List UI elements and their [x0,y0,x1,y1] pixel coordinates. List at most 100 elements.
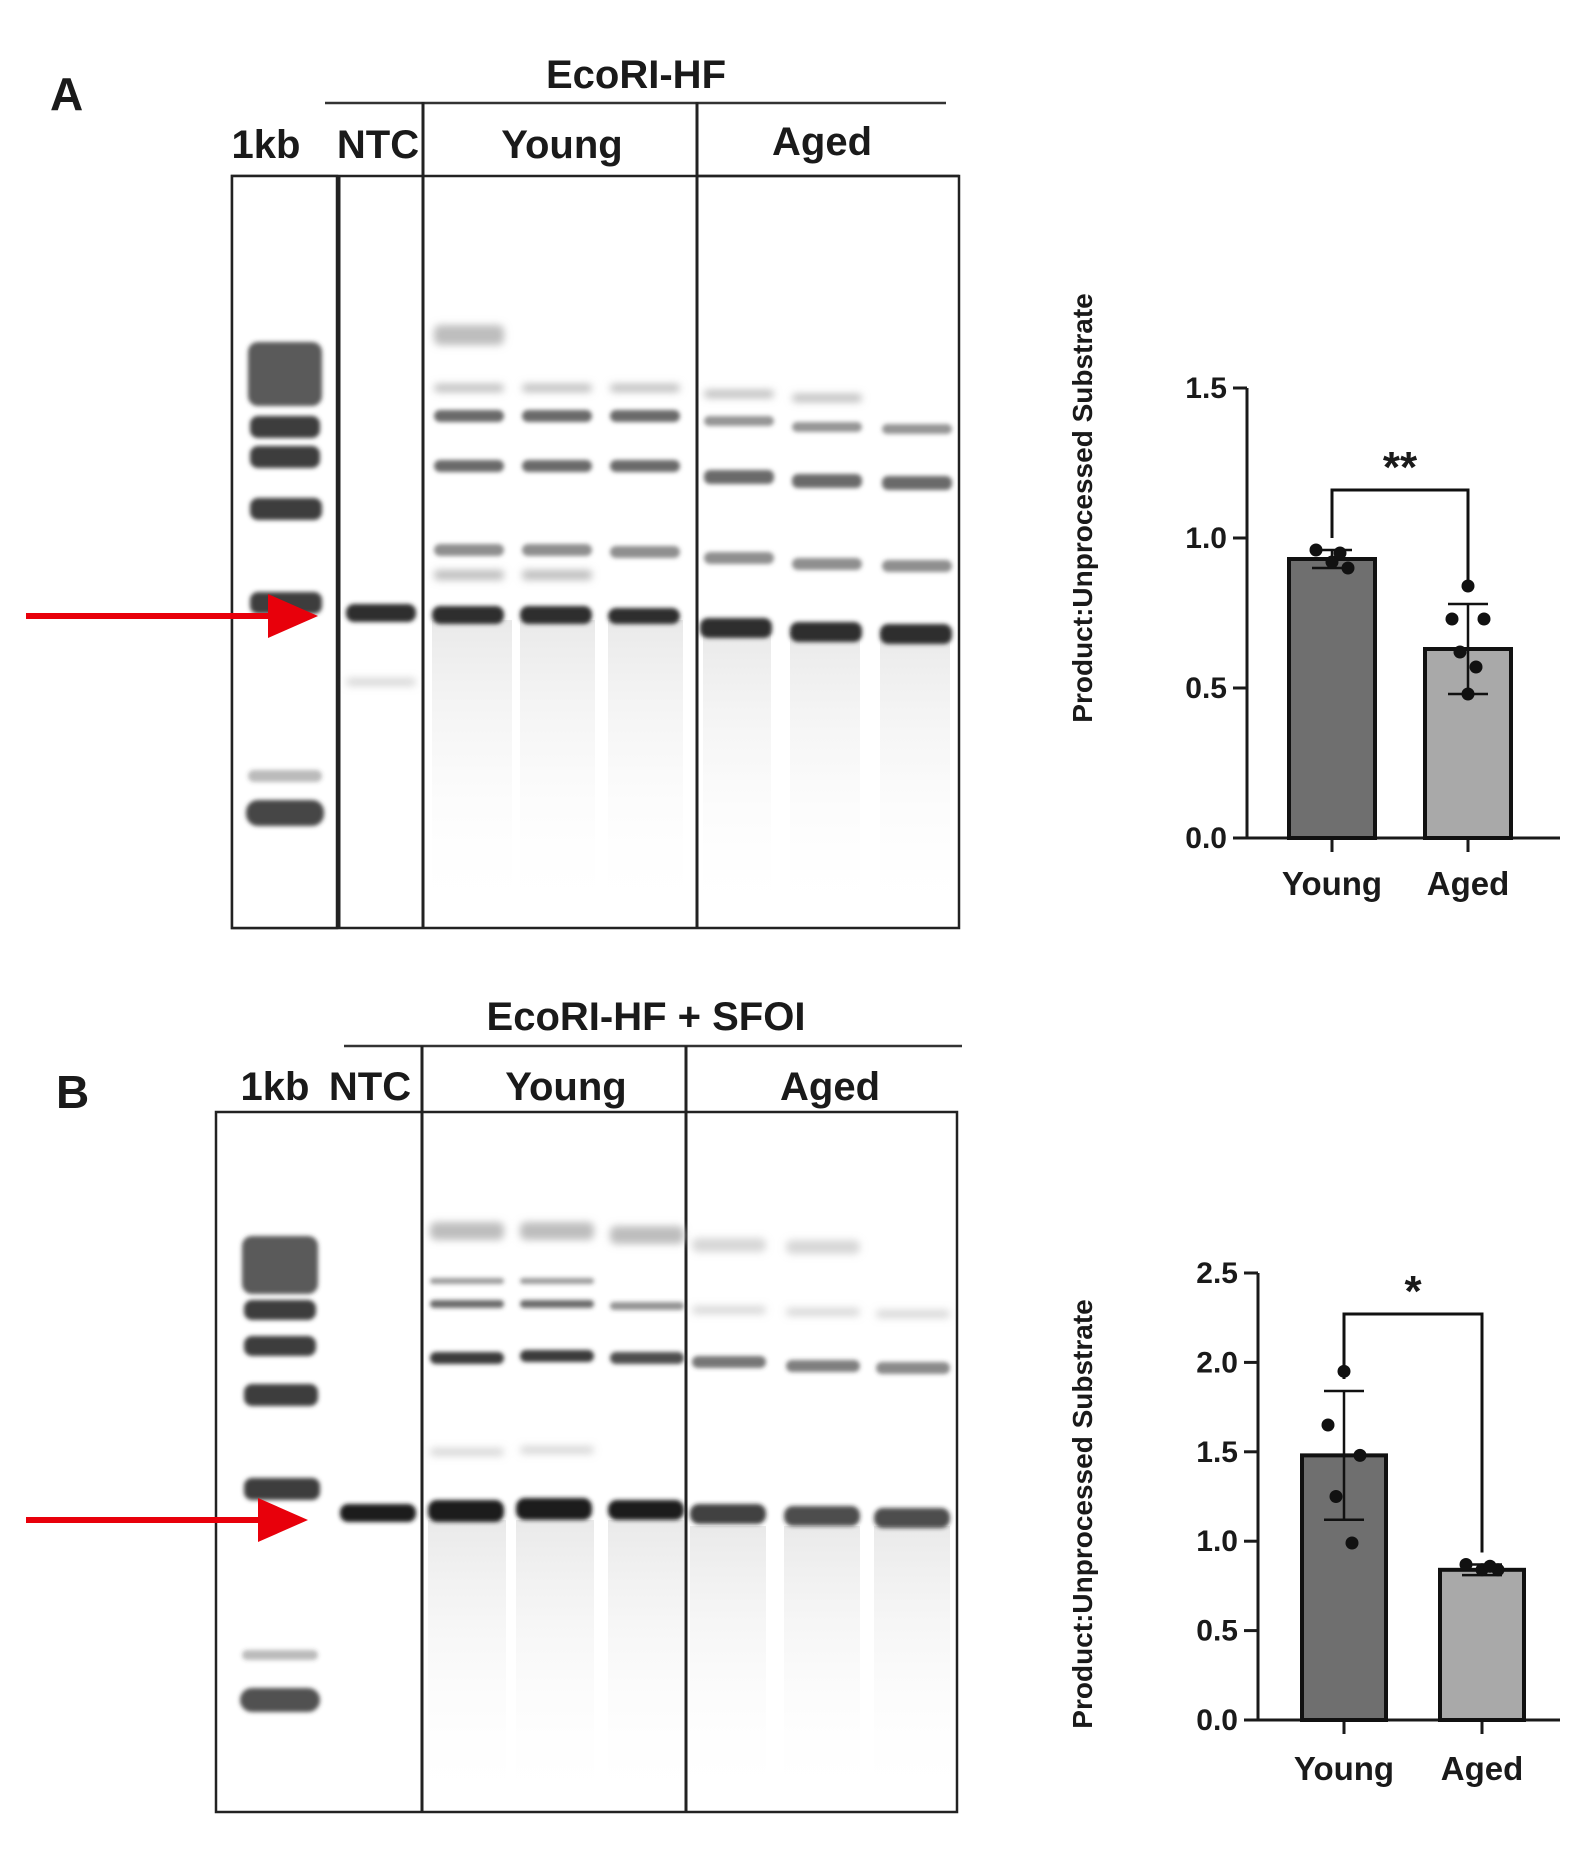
product-band [522,544,592,556]
product-band [882,424,952,434]
chart-a-significance: ** [1330,443,1470,592]
category-label: Aged [1441,1750,1524,1787]
product-band [520,1300,594,1308]
y-tick-label: 2.0 [1196,1346,1238,1379]
y-tick-label: 1.5 [1196,1436,1238,1469]
ladder-bands [240,1236,320,1712]
substrate-band [428,1500,504,1522]
ladder-band [246,800,324,826]
chart-a-points [1309,543,1491,701]
product-band [704,552,774,564]
y-tick-label: 0.0 [1196,1704,1238,1737]
product-band [610,460,680,472]
data-point [1341,561,1355,575]
faint-band [434,325,504,345]
panel-b-young-label: Young [505,1065,626,1109]
product-band [610,1352,684,1364]
product-band [876,1362,950,1374]
product-band [610,1302,684,1310]
panel-b-enzyme-label: EcoRI-HF + SFOI [487,995,806,1039]
lane-smear [520,620,595,920]
product-band [610,546,680,558]
product-band [792,474,862,488]
bar-young [1287,557,1377,840]
panel-b-ladder-label: 1kb [241,1065,310,1109]
data-point [1353,1448,1367,1462]
ladder-band [242,1236,318,1294]
faint-band [430,1222,504,1240]
ladder-band [250,446,320,468]
lane-smear [690,1526,766,1806]
data-point [1345,1536,1359,1550]
category-label: Aged [1427,865,1510,902]
faint-band [876,1310,950,1318]
chart-a-y-axis: 0.0 0.5 1.0 1.5 [1185,372,1560,855]
faint-bands [430,1222,950,1456]
product-band [786,1360,860,1372]
substrate-band [784,1506,860,1526]
data-point [1461,687,1475,701]
data-point [1321,1418,1335,1432]
faint-band [610,1226,684,1244]
chart-b-categories: Young Aged [1294,1750,1523,1787]
panel-b-letter: B [56,1066,89,1118]
y-tick-label: 1.0 [1185,522,1227,555]
panel-b-arrow [26,1498,308,1542]
y-tick-label: 1.5 [1185,372,1227,405]
significance-label: * [1404,1267,1422,1316]
lane-smear [608,620,683,920]
substrate-band [520,606,592,624]
ladder-band [244,1336,316,1356]
panel-a-ladder-label: 1kb [232,123,301,167]
category-label: Young [1294,1750,1394,1787]
product-band [522,410,592,422]
faint-band [786,1240,860,1254]
ladder-band [248,342,322,406]
chart-a: Product:Unprocessed Substrate 0.0 0.5 1.0 1… [1067,293,1560,902]
data-point [1453,645,1467,659]
product-band [882,476,952,490]
data-point [1459,1557,1473,1571]
chart-a-categories: Young Aged [1282,865,1509,902]
lane-smear [880,632,950,922]
product-band [792,422,862,432]
product-band [610,410,680,422]
arrow-head [268,594,318,638]
product-band [520,1350,594,1362]
panel-b-ntc-label: NTC [329,1065,411,1109]
panel-a-aged-label: Aged [772,120,872,164]
substrate-band [608,1500,684,1520]
faint-band [522,570,592,580]
product-band [430,1352,504,1364]
lane-smear [784,1526,860,1806]
lane-smear [428,1520,506,1810]
data-point [1325,555,1339,569]
y-tick-label: 0.5 [1196,1615,1238,1648]
substrate-band [516,1498,592,1520]
ladder-band [248,770,322,782]
sample-bands [346,604,952,644]
faint-band [610,384,680,392]
ladder-band [250,498,322,520]
substrate-band [700,618,772,638]
panel-a-enzyme-label: EcoRI-HF [546,53,726,97]
faint-band [434,384,504,392]
panel-a-young-label: Young [501,123,622,167]
product-band [704,416,774,426]
product-band [704,470,774,484]
panel-b-gel [214,1046,959,1814]
substrate-band [346,604,416,622]
y-tick-label: 0.0 [1185,822,1227,855]
product-band [792,558,862,570]
faint-band [522,384,592,392]
panel-a-arrow [26,594,318,638]
product-band [520,1278,594,1284]
lane-smear [703,632,771,922]
lane-smear [790,632,860,922]
substrate-band [874,1508,950,1528]
chart-a-ylabel: Product:Unprocessed Substrate [1067,293,1098,722]
faint-band [430,1448,504,1456]
faint-band [704,390,774,398]
ladder-band [240,1688,320,1712]
